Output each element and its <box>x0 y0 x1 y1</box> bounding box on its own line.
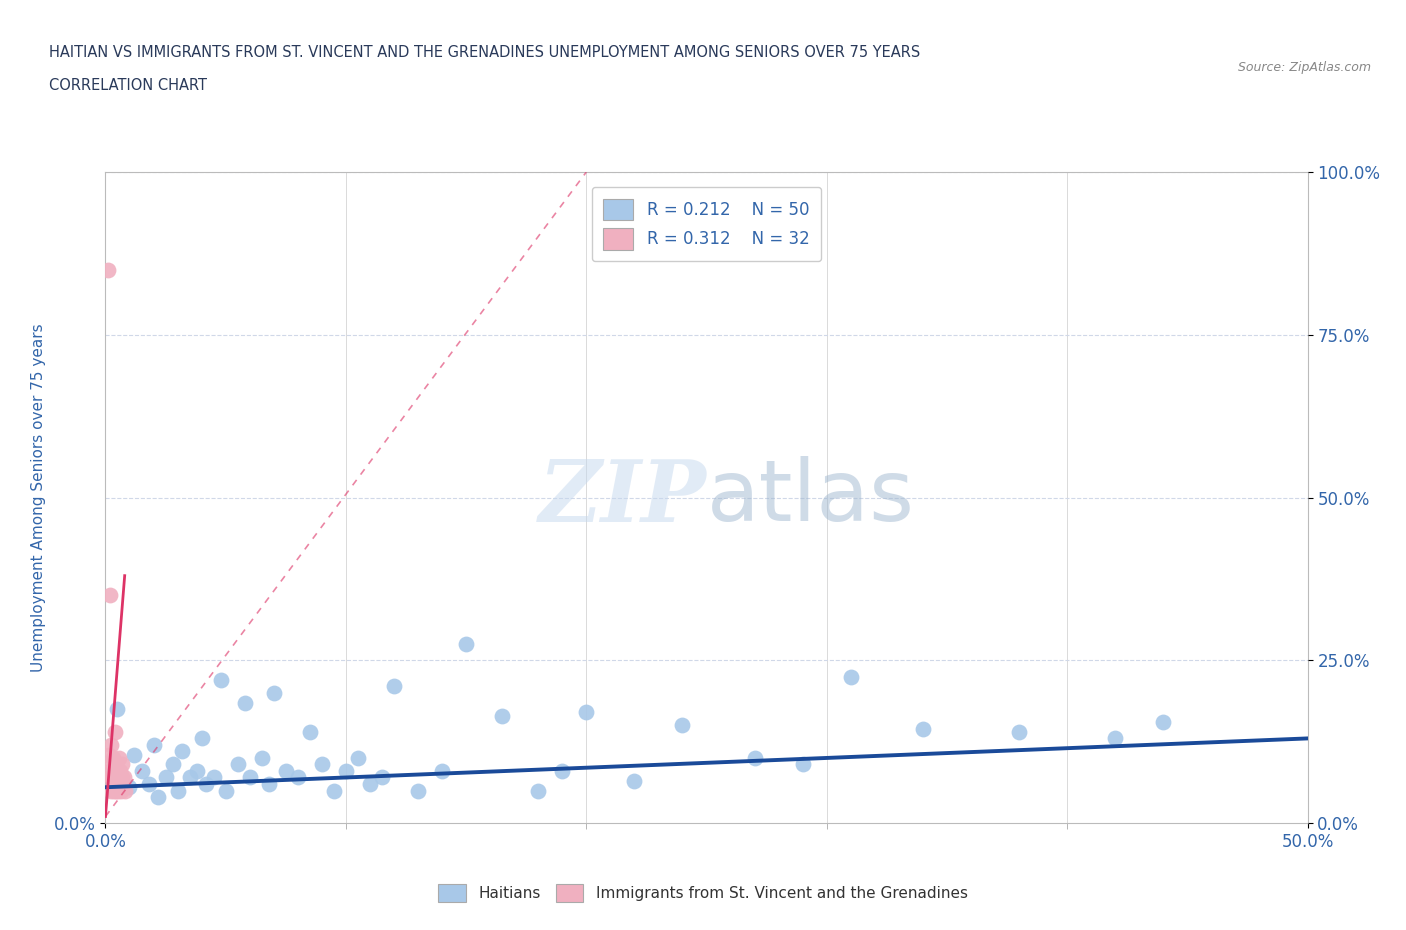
Point <box>744 751 766 765</box>
Point <box>347 751 370 765</box>
Point <box>101 777 124 791</box>
Point <box>138 777 160 791</box>
Point <box>104 770 127 785</box>
Point <box>98 588 121 603</box>
Point <box>105 757 128 772</box>
Point <box>111 770 134 785</box>
Point <box>250 751 273 765</box>
Point <box>142 737 165 752</box>
Point <box>298 724 321 739</box>
Point <box>124 748 146 763</box>
Point <box>792 757 814 772</box>
Point <box>233 696 256 711</box>
Point <box>101 770 124 785</box>
Point <box>108 770 131 785</box>
Point <box>202 770 225 785</box>
Point <box>190 731 212 746</box>
Point <box>371 770 394 785</box>
Point <box>148 790 170 804</box>
Point <box>527 783 550 798</box>
Point <box>491 709 513 724</box>
Point <box>430 764 453 778</box>
Point <box>100 737 122 752</box>
Point <box>1008 724 1031 739</box>
Point <box>105 770 128 785</box>
Point <box>454 637 477 652</box>
Point <box>108 777 131 791</box>
Point <box>110 783 132 798</box>
Point <box>172 744 194 759</box>
Point <box>107 783 129 798</box>
Y-axis label: Unemployment Among Seniors over 75 years: Unemployment Among Seniors over 75 years <box>31 324 45 671</box>
Legend: Haitians, Immigrants from St. Vincent and the Grenadines: Haitians, Immigrants from St. Vincent an… <box>432 878 974 909</box>
Point <box>274 764 297 778</box>
Point <box>103 777 125 791</box>
Point <box>97 262 120 277</box>
Point <box>108 751 131 765</box>
Point <box>287 770 309 785</box>
Legend: R = 0.212    N = 50, R = 0.312    N = 32: R = 0.212 N = 50, R = 0.312 N = 32 <box>592 187 821 261</box>
Point <box>551 764 574 778</box>
Point <box>112 770 135 785</box>
Point <box>1104 731 1126 746</box>
Point <box>179 770 201 785</box>
Point <box>100 783 122 798</box>
Point <box>162 757 184 772</box>
Point <box>111 777 134 791</box>
Point <box>118 779 141 794</box>
Point <box>101 757 124 772</box>
Point <box>103 783 125 798</box>
Text: HAITIAN VS IMMIGRANTS FROM ST. VINCENT AND THE GRENADINES UNEMPLOYMENT AMONG SEN: HAITIAN VS IMMIGRANTS FROM ST. VINCENT A… <box>49 46 921 60</box>
Point <box>226 757 249 772</box>
Point <box>107 702 129 717</box>
Point <box>131 764 153 778</box>
Point <box>103 751 125 765</box>
Point <box>100 770 122 785</box>
Point <box>110 764 132 778</box>
Point <box>623 774 645 789</box>
Point <box>335 764 357 778</box>
Text: CORRELATION CHART: CORRELATION CHART <box>49 78 207 93</box>
Point <box>111 757 134 772</box>
Point <box>166 783 188 798</box>
Point <box>263 685 285 700</box>
Point <box>209 672 232 687</box>
Point <box>98 764 121 778</box>
Point <box>114 783 136 798</box>
Point <box>322 783 344 798</box>
Point <box>239 770 262 785</box>
Point <box>104 724 127 739</box>
Point <box>575 705 598 720</box>
Point <box>382 679 405 694</box>
Point <box>671 718 693 733</box>
Point <box>1152 715 1174 730</box>
Point <box>257 777 280 791</box>
Point <box>195 777 218 791</box>
Point <box>98 748 121 763</box>
Text: ZIP: ZIP <box>538 456 707 539</box>
Point <box>406 783 429 798</box>
Point <box>214 783 236 798</box>
Point <box>105 783 128 798</box>
Point <box>186 764 208 778</box>
Point <box>107 764 129 778</box>
Point <box>911 722 934 737</box>
Point <box>107 777 129 791</box>
Point <box>103 764 125 778</box>
Point <box>311 757 333 772</box>
Point <box>839 670 862 684</box>
Point <box>359 777 381 791</box>
Text: atlas: atlas <box>707 456 914 539</box>
Point <box>155 770 177 785</box>
Text: Source: ZipAtlas.com: Source: ZipAtlas.com <box>1237 61 1371 74</box>
